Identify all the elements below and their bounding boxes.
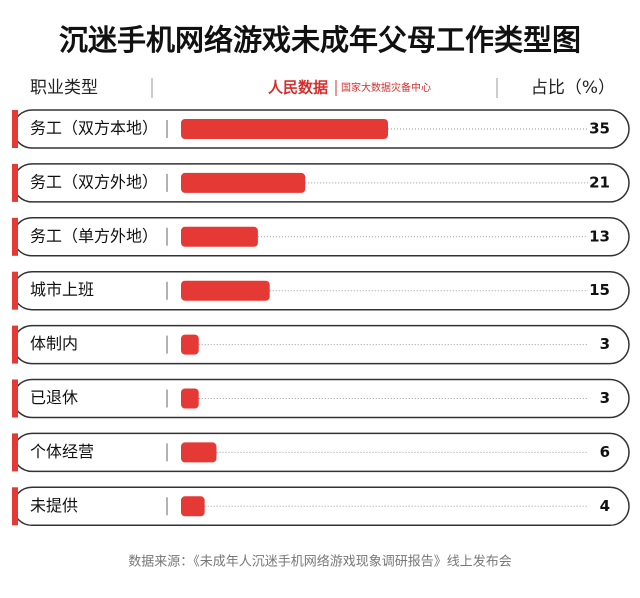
bar — [181, 334, 199, 355]
bar — [181, 442, 217, 463]
bar — [181, 280, 270, 301]
row-accent — [12, 110, 18, 148]
bar — [181, 388, 199, 409]
value-label: 21 — [589, 173, 610, 191]
bar — [181, 226, 258, 247]
value-label: 4 — [600, 497, 610, 515]
value-label: 13 — [589, 227, 610, 245]
bar — [181, 119, 388, 139]
chart-title: 沉迷手机网络游戏未成年父母工作类型图 — [59, 23, 581, 57]
logo-subtitle: 国家大数据灾备中心 — [341, 81, 431, 94]
category-label: 务工（双方外地） — [30, 172, 158, 191]
category-label: 未提供 — [30, 496, 78, 515]
bar — [181, 496, 205, 517]
row-accent — [12, 271, 18, 310]
value-header: 占比（%） — [531, 78, 615, 98]
value-label: 3 — [600, 389, 610, 407]
row-accent — [12, 163, 18, 202]
category-label: 城市上班 — [30, 280, 94, 299]
category-label: 体制内 — [30, 334, 78, 353]
logo: 人民数据 — [268, 79, 328, 97]
source: 数据来源：《未成年人沉迷手机网络游戏现象调研报告》线上发布会 — [128, 554, 512, 570]
category-label: 个体经营 — [30, 442, 94, 461]
row-box — [12, 378, 630, 419]
row-box — [12, 432, 630, 473]
row-accent — [12, 433, 18, 472]
value-label: 15 — [589, 281, 610, 299]
row-accent — [12, 379, 18, 418]
row-box — [12, 324, 630, 365]
value-label: 3 — [600, 335, 610, 353]
category-label: 务工（双方本地） — [30, 119, 158, 138]
row-accent — [12, 325, 18, 364]
value-label: 35 — [589, 120, 610, 138]
row-accent — [12, 487, 18, 526]
category-label: 务工（单方外地） — [30, 226, 158, 245]
value-label: 6 — [600, 443, 610, 461]
bar — [181, 172, 306, 193]
category-header: 职业类型 — [30, 78, 98, 98]
row-accent — [12, 217, 18, 256]
row-box — [12, 486, 630, 527]
category-label: 已退休 — [30, 388, 78, 407]
